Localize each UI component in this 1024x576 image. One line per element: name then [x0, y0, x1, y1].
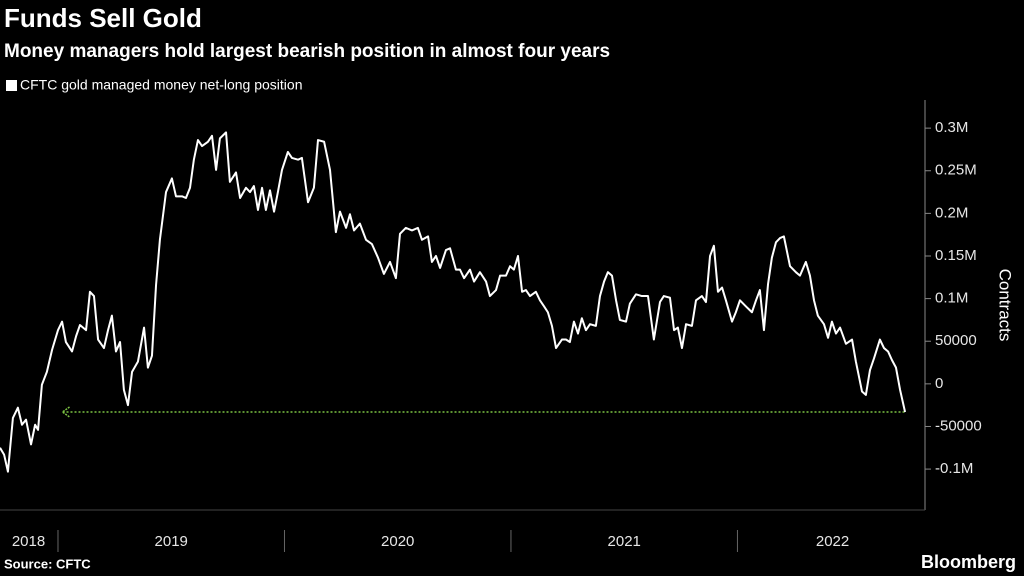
x-tick-label: 2019 — [155, 533, 188, 550]
chart-title: Funds Sell Gold — [4, 3, 202, 33]
y-tick-label: -0.1M — [935, 460, 973, 477]
y-axis-label: Contracts — [996, 269, 1015, 342]
y-tick-label: 0.2M — [935, 204, 968, 221]
legend-swatch — [6, 80, 17, 91]
y-tick-label: 0.3M — [935, 119, 968, 136]
x-tick-label: 2022 — [816, 533, 849, 550]
brand: Bloomberg — [921, 552, 1016, 572]
y-tick-label: -50000 — [935, 417, 982, 434]
chart-subtitle: Money managers hold largest bearish posi… — [4, 41, 610, 62]
y-tick-label: 50000 — [935, 332, 977, 349]
x-tick-label: 2020 — [381, 533, 414, 550]
series-line — [0, 131, 907, 473]
source: Source: CFTC — [4, 556, 91, 571]
y-tick-label: 0.25M — [935, 162, 977, 179]
x-tick-label: 2018 — [12, 533, 45, 550]
x-tick-label: 2021 — [608, 533, 641, 550]
y-tick-label: 0.1M — [935, 290, 968, 307]
y-tick-label: 0 — [935, 375, 943, 392]
y-tick-label: 0.15M — [935, 247, 977, 264]
legend-label: CFTC gold managed money net-long positio… — [20, 77, 303, 93]
